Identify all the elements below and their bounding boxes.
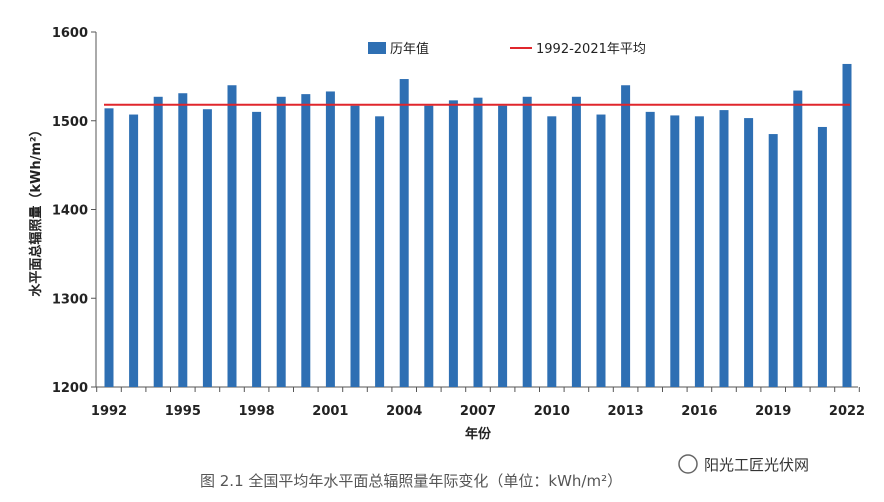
bar: [129, 114, 139, 387]
y-tick-label: 1200: [52, 381, 88, 396]
x-tick-label: 2007: [460, 404, 496, 419]
bar: [153, 96, 163, 387]
bar: [399, 79, 409, 387]
legend-bar-label: 历年值: [390, 41, 429, 57]
bar: [670, 115, 680, 388]
bar: [227, 85, 237, 387]
bar: [547, 116, 557, 387]
bar: [694, 116, 704, 387]
bar: [178, 93, 188, 388]
x-tick-label: 2001: [312, 404, 348, 419]
bar: [325, 91, 335, 388]
x-tick-label: 2019: [755, 404, 791, 419]
chart-marks: 1200 1300 1400 1500 1600 1992 1995 1998 2001 2004…: [52, 26, 865, 419]
wechat-icon: [678, 454, 698, 474]
y-tick-label: 1500: [52, 115, 88, 130]
x-tick-label: 2004: [386, 404, 422, 419]
x-tick-label: 1998: [239, 404, 275, 419]
bar: [375, 116, 385, 387]
bar: [276, 96, 286, 387]
y-tick-label: 1400: [52, 204, 88, 219]
bar: [424, 105, 434, 387]
x-axis-title: 年份: [465, 426, 492, 442]
bar: [571, 96, 581, 387]
bar: [350, 105, 360, 387]
x-tick-label: 1992: [91, 404, 127, 419]
bar: [596, 114, 606, 387]
legend: 历年值 1992-2021年平均: [368, 41, 646, 57]
x-tick-label: 2013: [608, 404, 644, 419]
x-tick-label: 2022: [829, 404, 865, 419]
bar: [448, 100, 458, 388]
y-axis-title: 水平面总辐照量（kWh/m²）: [28, 123, 44, 296]
bar: [498, 105, 508, 387]
bar: [522, 96, 532, 387]
bar: [202, 109, 212, 388]
bar: [301, 94, 311, 387]
bar: [252, 111, 262, 387]
bar: [719, 110, 729, 387]
bar: [104, 108, 114, 387]
x-tick-label: 2010: [534, 404, 570, 419]
x-tick-label: 1995: [165, 404, 201, 419]
bar: [817, 126, 827, 388]
y-tick-label: 1300: [52, 292, 88, 307]
figure-caption: 图 2.1 全国平均年水平面总辐照量年际变化（单位：kWh/m²）: [200, 472, 622, 490]
watermark-label: 阳光工匠光伏网: [704, 456, 809, 474]
legend-line-label: 1992-2021年平均: [536, 42, 646, 57]
bar: [744, 118, 754, 388]
bar: [768, 134, 778, 387]
bar: [473, 97, 483, 388]
bar: [645, 111, 655, 387]
watermark: 阳光工匠光伏网: [678, 454, 809, 474]
y-tick-label: 1600: [52, 26, 88, 41]
bar: [621, 85, 631, 387]
legend-bar-swatch: [368, 42, 386, 54]
bar: [793, 90, 803, 387]
x-tick-label: 2016: [681, 404, 717, 419]
bar: [842, 63, 852, 387]
